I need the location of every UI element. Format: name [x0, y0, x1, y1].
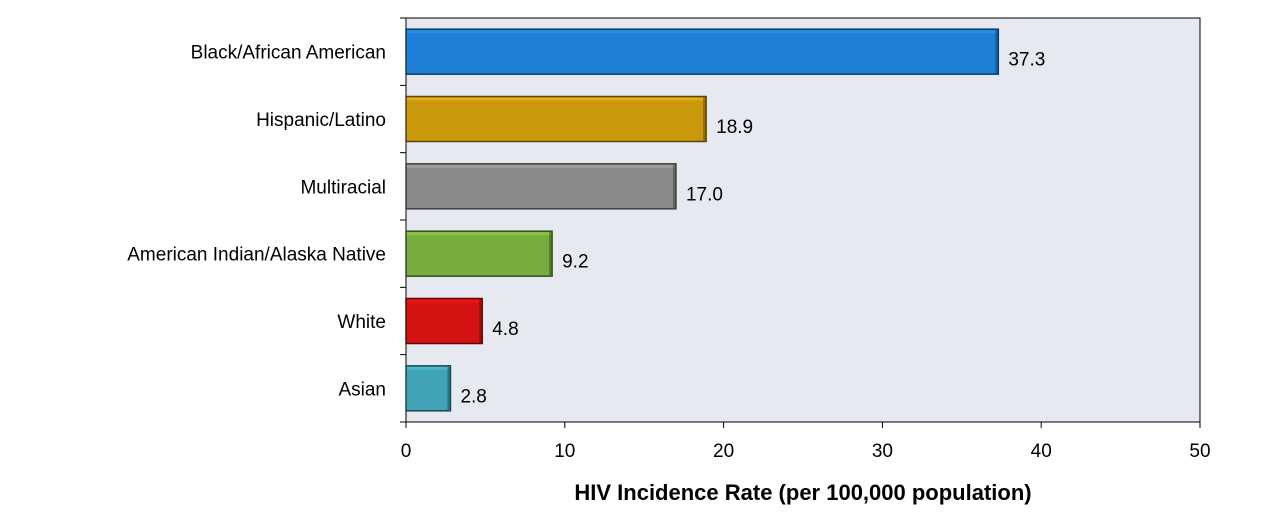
category-label: Asian	[338, 379, 386, 400]
bar-highlight	[407, 299, 482, 303]
x-axis: 0 10 20 30 40 50	[401, 422, 1211, 462]
value-label: 17.0	[686, 184, 723, 205]
bar-edge-shade	[479, 299, 482, 343]
x-axis-title: HIV Incidence Rate (per 100,000 populati…	[574, 480, 1031, 505]
x-tick-label: 0	[401, 441, 412, 462]
bar-highlight	[407, 97, 706, 101]
value-label: 4.8	[492, 319, 518, 340]
x-tick-label: 10	[554, 441, 575, 462]
x-tick-label: 30	[872, 441, 893, 462]
bar-rect	[405, 365, 452, 412]
bar-rect	[405, 95, 707, 143]
bar-rect	[405, 28, 1000, 75]
bar-rect	[405, 163, 677, 210]
value-labels-group: 37.3 18.9 17.0 9.2 4.8 2.8	[460, 50, 1045, 408]
bar-highlight	[407, 164, 675, 168]
bar-3	[405, 230, 553, 277]
bar-2	[405, 163, 677, 210]
plot-area	[405, 17, 1201, 423]
value-label: 18.9	[716, 117, 753, 138]
bar-edge-shade	[703, 97, 706, 141]
bar-0	[405, 28, 1000, 75]
bar-4	[405, 297, 483, 345]
category-label: White	[337, 312, 386, 333]
value-label: 2.8	[460, 386, 486, 407]
bar-highlight	[407, 366, 450, 370]
category-label: American Indian/Alaska Native	[127, 245, 386, 266]
x-tick-label: 50	[1189, 441, 1210, 462]
bar-edge-shade	[995, 30, 998, 74]
bar-highlight	[407, 232, 552, 236]
bar-highlight	[407, 30, 998, 34]
bar-edge-shade	[447, 366, 450, 410]
y-axis	[400, 17, 406, 423]
category-label: Hispanic/Latino	[256, 110, 386, 131]
value-label: 37.3	[1008, 50, 1045, 71]
bar-1	[405, 95, 707, 143]
category-label: Black/African American	[191, 43, 386, 64]
bar-edge-shade	[672, 164, 676, 208]
value-label: 9.2	[562, 252, 588, 273]
bar-rect	[405, 230, 553, 277]
x-tick-label: 20	[713, 441, 734, 462]
bar-edge-shade	[549, 232, 552, 276]
x-tick-label: 40	[1031, 441, 1052, 462]
bar-5	[405, 365, 452, 412]
category-label: Multiracial	[300, 177, 386, 198]
bars-group	[405, 28, 1000, 412]
category-labels-group: Black/African American Hispanic/Latino Mul…	[127, 43, 386, 401]
bar-rect	[405, 297, 483, 345]
